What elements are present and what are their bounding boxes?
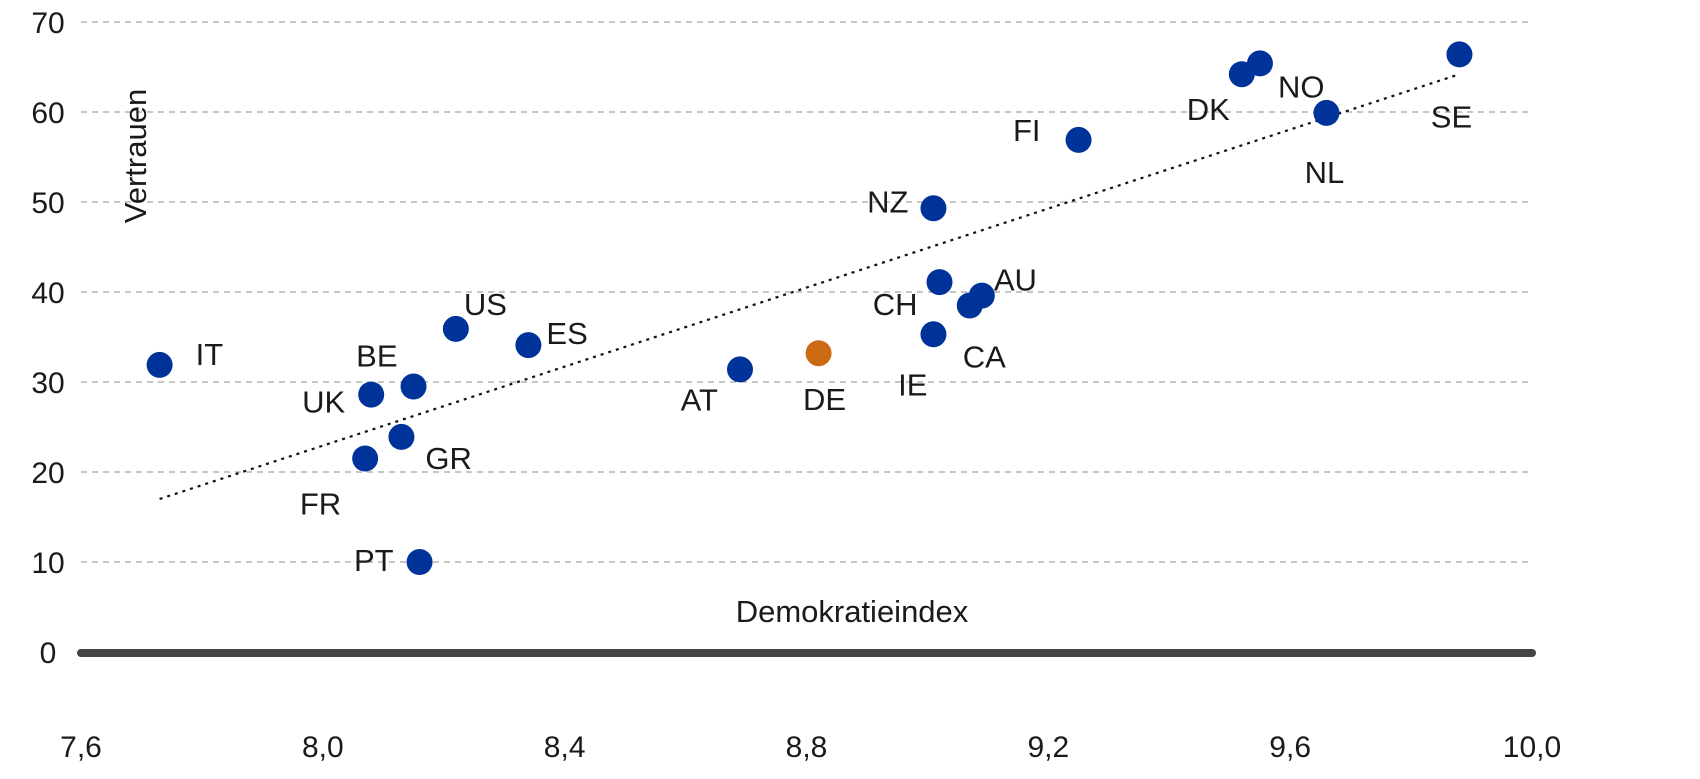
- data-point: [1313, 99, 1340, 126]
- y-tick-label: 0: [40, 637, 57, 670]
- point-label: CA: [963, 340, 1006, 375]
- x-tick-label: 8,8: [786, 731, 828, 764]
- x-tick-label: 10,0: [1503, 731, 1561, 764]
- data-point: [358, 381, 385, 408]
- y-tick-label: 30: [31, 367, 64, 400]
- y-tick-label: 40: [31, 277, 64, 310]
- data-point: [926, 269, 953, 296]
- point-label: DK: [1187, 92, 1230, 127]
- point-label: NO: [1278, 69, 1325, 104]
- point-label: PT: [354, 543, 394, 578]
- data-points: [146, 41, 1473, 575]
- point-label: FR: [300, 487, 341, 522]
- point-label: CH: [873, 287, 918, 322]
- data-point: [406, 549, 433, 575]
- point-label: GR: [425, 441, 472, 476]
- data-point: [388, 423, 415, 450]
- point-label: NL: [1305, 155, 1345, 190]
- point-label: NZ: [867, 184, 908, 219]
- y-tick-label: 60: [31, 97, 64, 130]
- data-point: [442, 315, 469, 342]
- trend-line: [159, 73, 1460, 501]
- data-point: [352, 445, 379, 472]
- point-label: FI: [1013, 113, 1041, 148]
- point-label: AU: [994, 263, 1037, 298]
- y-axis-label: Vertrauen: [118, 89, 153, 223]
- x-tick-labels: 7,6 8,0 8,4 8,8 9,2 9,6 10,0: [60, 731, 1561, 764]
- y-tick-label: 70: [31, 7, 64, 40]
- x-tick-label: 9,6: [1269, 731, 1311, 764]
- x-axis-label: Demokratieindex: [736, 594, 969, 629]
- y-tick-label: 20: [31, 457, 64, 490]
- point-label: SE: [1431, 99, 1472, 134]
- data-point: [805, 340, 832, 367]
- x-tick-label: 9,2: [1027, 731, 1069, 764]
- x-tick-label: 8,0: [302, 731, 344, 764]
- point-label: IE: [898, 367, 927, 402]
- data-point: [1065, 126, 1092, 153]
- x-tick-label: 7,6: [60, 731, 102, 764]
- data-point: [146, 351, 173, 378]
- point-label: DE: [803, 382, 846, 417]
- data-point: [920, 321, 947, 348]
- data-point: [726, 356, 753, 383]
- data-point: [515, 332, 542, 359]
- point-label: US: [464, 287, 507, 322]
- data-point: [968, 282, 995, 309]
- y-tick-label: 10: [31, 547, 64, 580]
- y-tick-label: 50: [31, 187, 64, 220]
- data-point: [920, 195, 947, 222]
- point-label: AT: [681, 382, 718, 417]
- point-label: ES: [546, 316, 587, 351]
- point-label: IT: [196, 337, 224, 372]
- data-point: [1246, 50, 1273, 77]
- x-tick-label: 8,4: [544, 731, 586, 764]
- y-tick-labels: 0 10 20 30 40 50 60 70: [31, 7, 64, 670]
- point-label: BE: [356, 339, 397, 374]
- data-point: [400, 373, 427, 400]
- point-label: UK: [302, 385, 345, 420]
- data-point: [1446, 41, 1473, 68]
- point-labels: IT UK BE US GR FR PT ES AT DE IE NZ CH CA AU FI DK NO NL SE: [196, 69, 1473, 578]
